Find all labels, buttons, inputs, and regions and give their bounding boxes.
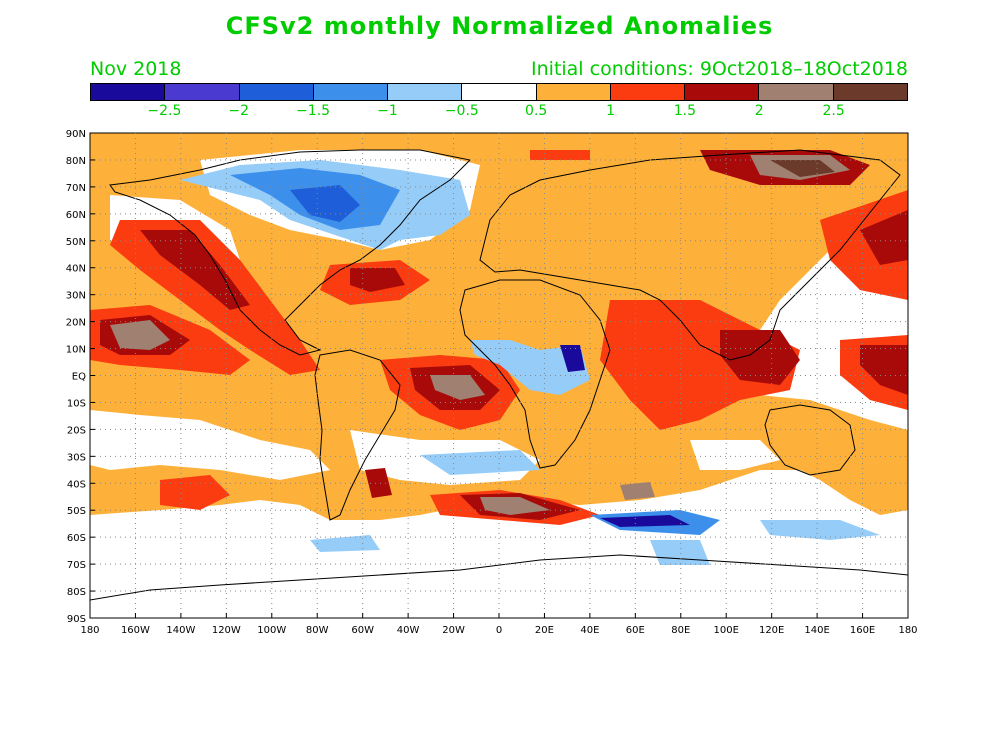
positive-anomaly [720,330,800,385]
colorbar-swatch [165,84,240,100]
colorbar-swatch [685,84,760,100]
positive-anomaly [110,320,170,350]
coastline-eurasia [479,149,901,361]
latitude-label: EQ [72,372,86,383]
negative-anomaly [760,520,880,540]
latitude-label: 60N [66,210,86,221]
colorbar-label: −0.5 [444,103,479,119]
colorbar-label: −2.5 [147,103,182,119]
colorbar-swatch [536,84,611,100]
negative-anomaly [290,185,360,222]
positive-anomaly [430,375,485,400]
forecast-month: Nov 2018 [90,58,182,80]
latitude-label: 10S [67,398,86,409]
neutral-region [690,440,780,470]
latitude-label: 50S [67,506,86,517]
colorbar-swatch [388,84,463,100]
positive-anomaly [530,150,590,160]
colorbar-label: 2 [754,103,764,119]
graticule [90,133,908,618]
longitude-label: 20E [535,625,554,636]
longitude-label: 40W [397,625,420,636]
longitude-label: 60W [351,625,374,636]
colorbar-swatch [91,84,166,100]
latitude-label: 80S [67,587,86,598]
negative-anomaly [560,345,585,372]
latitude-label: 60S [67,533,86,544]
negative-anomaly [600,515,690,527]
colorbar-swatch [239,84,314,100]
longitude-label: 20W [442,625,465,636]
positive-anomaly [820,190,908,300]
longitude-label: 40E [580,625,599,636]
latitude-label: 80N [66,156,86,167]
longitude-label: 180 [898,625,917,636]
colorbar-swatch [759,84,834,100]
latitude-label: 40S [67,479,86,490]
negative-anomaly [470,340,590,395]
latitude-label: 50N [66,237,86,248]
positive-anomaly [365,468,392,498]
latitude-label: 30S [67,452,86,463]
colorbar-label: −1 [377,103,398,119]
latitude-label: 10N [66,345,86,356]
longitude-label: 160W [121,625,150,636]
longitude-label: 80W [306,625,329,636]
longitude-label: 140W [166,625,195,636]
colorbar-label: −1.5 [296,103,331,119]
coastline-australia [764,404,856,476]
latitude-label: 30N [66,291,86,302]
longitude-label: 160E [850,625,875,636]
colorbar-swatch [313,84,389,100]
positive-anomaly [480,497,550,515]
latitude-label: 40N [66,264,86,275]
neutral-region [90,410,330,480]
positive-anomaly [860,210,908,265]
colorbar-swatch [462,84,537,100]
latitude-label: 90N [66,129,86,140]
colorbar-swatch [833,84,907,100]
longitude-label: 100W [257,625,286,636]
longitude-label: 60E [626,625,645,636]
positive-anomaly [860,345,908,395]
colorbar-label: 1 [606,103,615,119]
colorbar-label: −2 [228,103,250,119]
longitude-label: 180 [80,625,99,636]
negative-anomaly [310,535,380,552]
latitude-label: 70N [66,183,86,194]
colorbar-swatch [610,84,686,100]
initial-conditions: Initial conditions: 9Oct2018–18Oct2018 [531,58,908,80]
axis-ticks: 90N 80N 70N 60N 50N 40N 30N 20N 10N EQ 10S 20S 30S 40… [66,129,918,636]
positive-anomaly [350,268,405,292]
positive-anomaly [770,160,835,177]
colorbar-label: 2.5 [822,103,845,119]
latitude-label: 20S [67,425,86,436]
latitude-label: 90S [67,614,86,625]
positive-anomaly [140,230,250,310]
coastline-south-america [314,349,401,521]
longitude-label: 140E [804,625,829,636]
coastline-antarctica [90,554,908,601]
colorbar-label: 1.5 [673,103,697,119]
longitude-label: 120W [212,625,241,636]
longitude-label: 100E [714,625,739,636]
positive-anomaly [620,482,655,500]
longitude-label: 80E [671,625,690,636]
latitude-label: 20N [66,318,86,329]
colorbar [90,83,908,101]
longitude-label: 0 [496,625,502,636]
colorbar-label: 0.5 [525,103,548,119]
longitude-label: 120E [759,625,784,636]
latitude-label: 70S [67,560,86,571]
map-title: CFSv2 monthly Normalized Anomalies [225,12,774,40]
negative-anomaly [650,540,710,565]
positive-anomaly [160,475,230,510]
